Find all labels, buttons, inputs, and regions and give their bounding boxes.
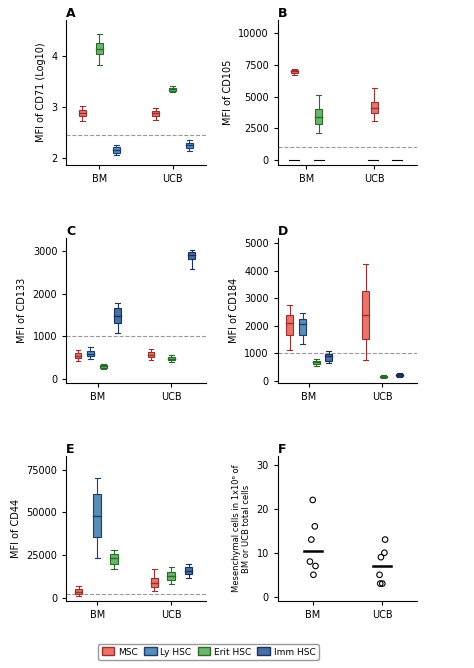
Point — [309, 494, 317, 505]
Text: E: E — [66, 443, 75, 456]
Bar — [114, 309, 121, 323]
Bar — [185, 567, 192, 574]
Point — [312, 560, 319, 571]
Bar — [112, 148, 120, 152]
Point — [308, 534, 315, 545]
Point — [377, 552, 385, 562]
Bar — [362, 291, 369, 339]
Bar — [186, 143, 193, 148]
Bar — [371, 102, 378, 113]
Y-axis label: MFI of CD184: MFI of CD184 — [229, 278, 239, 343]
Text: D: D — [278, 225, 288, 238]
Bar — [96, 43, 103, 54]
Bar — [396, 374, 403, 376]
Text: B: B — [278, 7, 287, 20]
Text: A: A — [66, 7, 76, 20]
Bar — [152, 111, 159, 116]
Bar — [168, 357, 175, 360]
Y-axis label: MFI of CD133: MFI of CD133 — [17, 278, 27, 343]
Bar — [169, 88, 176, 91]
Bar — [87, 351, 94, 356]
Bar — [189, 253, 195, 259]
Point — [379, 578, 386, 589]
Bar — [299, 319, 306, 335]
Bar — [291, 70, 298, 73]
Bar — [75, 589, 82, 595]
Y-axis label: MFI of CD105: MFI of CD105 — [223, 60, 233, 126]
Bar — [286, 315, 293, 335]
Legend: MSC, Ly HSC, Erit HSC, Imm HSC: MSC, Ly HSC, Erit HSC, Imm HSC — [98, 644, 319, 660]
Bar — [74, 353, 82, 358]
Point — [376, 578, 384, 589]
Point — [376, 569, 383, 580]
Bar — [93, 494, 101, 537]
Bar — [325, 354, 332, 361]
Bar — [147, 352, 155, 357]
Y-axis label: MFI of CD44: MFI of CD44 — [11, 499, 21, 558]
Y-axis label: MFI of CD71 (Log10): MFI of CD71 (Log10) — [36, 43, 46, 142]
Bar — [315, 110, 322, 124]
Bar — [100, 365, 107, 367]
Point — [381, 548, 388, 558]
Bar — [151, 578, 158, 587]
Y-axis label: Mesenchymal cells in 1x10⁶ of
BM or UCB total cells: Mesenchymal cells in 1x10⁶ of BM or UCB … — [232, 465, 251, 593]
Point — [306, 556, 314, 567]
Bar — [167, 572, 175, 580]
Bar — [312, 361, 319, 364]
Bar — [380, 376, 387, 377]
Point — [311, 521, 319, 532]
Text: F: F — [278, 443, 286, 456]
Bar — [79, 110, 86, 116]
Point — [310, 569, 317, 580]
Text: C: C — [66, 225, 75, 238]
Bar — [110, 554, 118, 564]
Point — [381, 534, 389, 545]
